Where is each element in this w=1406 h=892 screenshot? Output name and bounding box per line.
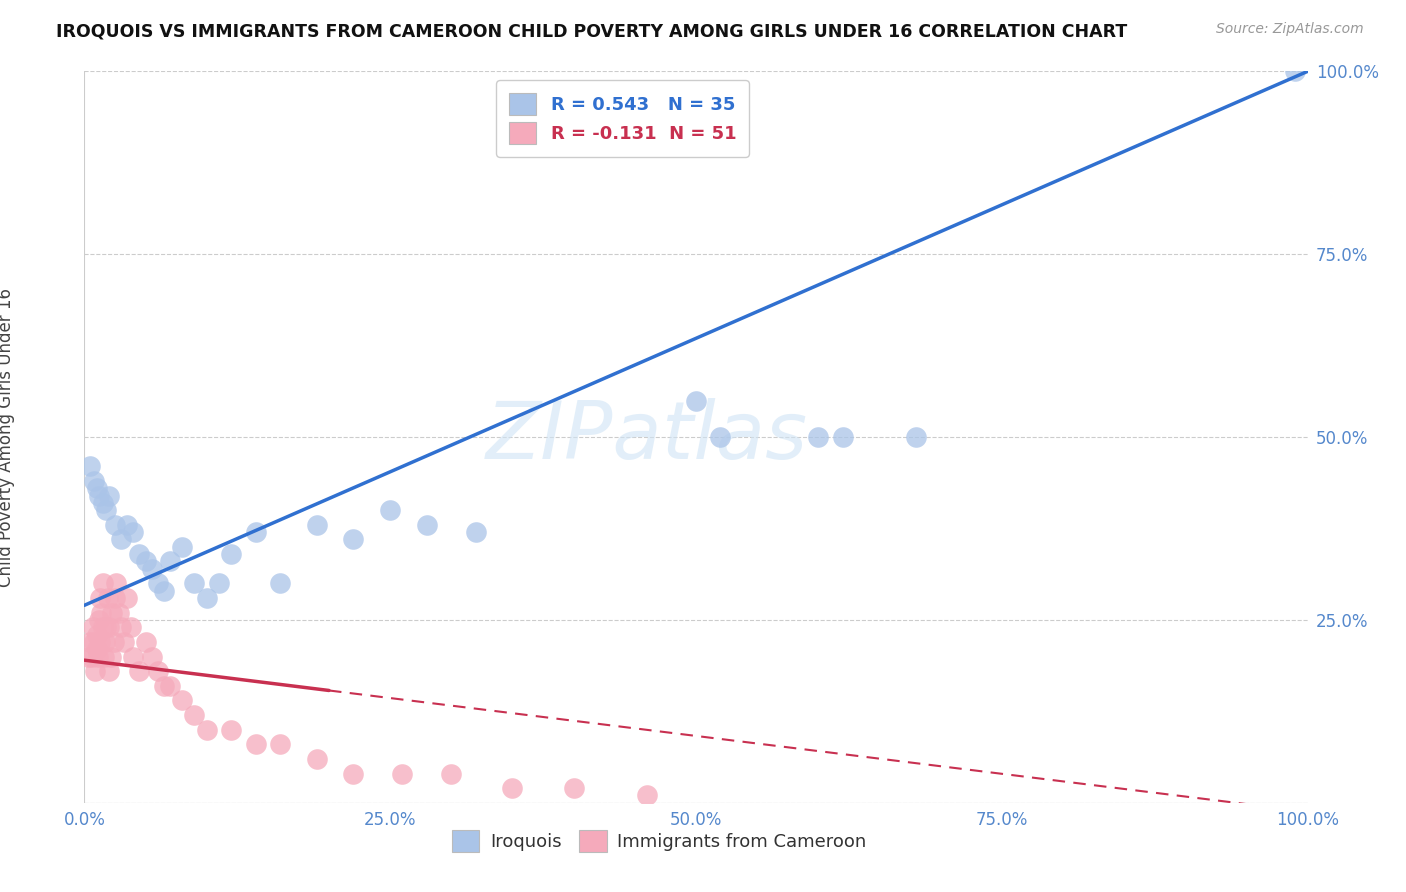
Point <box>562 781 585 796</box>
Point <box>80 649 103 664</box>
Text: ZIPatlas: ZIPatlas <box>486 398 808 476</box>
Point <box>105 576 128 591</box>
Point <box>96 620 118 634</box>
Point <box>107 606 129 620</box>
Point <box>195 723 218 737</box>
Point <box>245 525 267 540</box>
Point <box>807 430 830 444</box>
Y-axis label: Child Poverty Among Girls Under 16: Child Poverty Among Girls Under 16 <box>0 287 15 587</box>
Point <box>83 635 105 649</box>
Point <box>101 606 124 620</box>
Point <box>86 481 108 495</box>
Point <box>905 430 928 444</box>
Point <box>91 496 114 510</box>
Point <box>115 591 138 605</box>
Point <box>86 642 108 657</box>
Point <box>502 781 524 796</box>
Point <box>153 679 176 693</box>
Point <box>141 562 163 576</box>
Point <box>89 635 111 649</box>
Point <box>146 576 169 591</box>
Point <box>110 533 132 547</box>
Point <box>89 591 111 605</box>
Point <box>391 766 413 780</box>
Point <box>91 620 114 634</box>
Point <box>219 723 242 737</box>
Point <box>120 620 142 634</box>
Point <box>135 554 157 568</box>
Point <box>83 474 105 488</box>
Point <box>636 789 658 803</box>
Point <box>305 752 328 766</box>
Point <box>245 737 267 751</box>
Point <box>91 576 114 591</box>
Point <box>94 635 117 649</box>
Point <box>97 591 120 605</box>
Point <box>128 664 150 678</box>
Point <box>87 613 110 627</box>
Point <box>709 430 731 444</box>
Point <box>172 693 194 707</box>
Point <box>103 635 125 649</box>
Point <box>1284 64 1306 78</box>
Point <box>90 606 112 620</box>
Point <box>86 627 108 641</box>
Legend: Iroquois, Immigrants from Cameroon: Iroquois, Immigrants from Cameroon <box>444 823 875 860</box>
Point <box>82 620 104 634</box>
Point <box>146 664 169 678</box>
Point <box>97 664 120 678</box>
Point <box>141 649 163 664</box>
Point <box>269 737 291 751</box>
Point <box>97 489 120 503</box>
Point <box>110 620 132 634</box>
Point <box>342 533 364 547</box>
Point <box>115 517 138 532</box>
Point <box>464 525 486 540</box>
Point <box>380 503 402 517</box>
Point <box>159 679 181 693</box>
Point <box>100 649 122 664</box>
Point <box>342 766 364 780</box>
Point <box>195 591 218 605</box>
Point <box>219 547 242 561</box>
Point <box>831 430 853 444</box>
Point <box>104 517 127 532</box>
Point <box>128 547 150 561</box>
Point <box>79 635 101 649</box>
Point <box>79 459 101 474</box>
Point <box>208 576 231 591</box>
Point <box>104 591 127 605</box>
Point <box>77 649 100 664</box>
Point <box>183 576 205 591</box>
Point <box>97 620 120 634</box>
Point <box>153 583 176 598</box>
Point <box>440 766 463 780</box>
Point <box>87 489 110 503</box>
Point <box>172 540 194 554</box>
Text: Source: ZipAtlas.com: Source: ZipAtlas.com <box>1216 22 1364 37</box>
Point <box>685 393 707 408</box>
Point <box>416 517 439 532</box>
Point <box>112 635 135 649</box>
Point <box>96 503 118 517</box>
Point <box>87 649 110 664</box>
Point <box>183 708 205 723</box>
Point <box>93 649 115 664</box>
Point <box>122 649 145 664</box>
Point <box>122 525 145 540</box>
Point <box>269 576 291 591</box>
Point <box>159 554 181 568</box>
Text: IROQUOIS VS IMMIGRANTS FROM CAMEROON CHILD POVERTY AMONG GIRLS UNDER 16 CORRELAT: IROQUOIS VS IMMIGRANTS FROM CAMEROON CHI… <box>56 22 1128 40</box>
Point <box>135 635 157 649</box>
Point <box>84 664 107 678</box>
Point <box>305 517 328 532</box>
